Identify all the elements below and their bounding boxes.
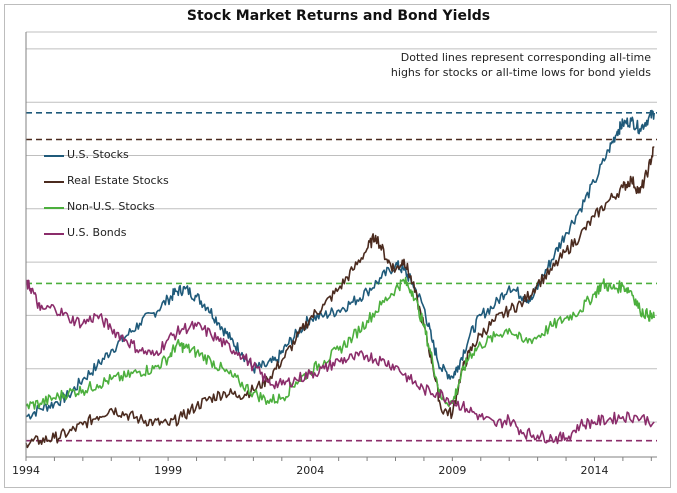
x-tick-label: 2014 <box>580 464 608 477</box>
legend-item-us-bonds: U.S. Bonds <box>44 226 169 252</box>
legend-swatch <box>44 181 64 183</box>
legend-swatch <box>44 155 64 157</box>
x-tick-label: 2004 <box>296 464 324 477</box>
x-tick-label: 2009 <box>438 464 466 477</box>
gridlines <box>26 31 657 423</box>
chart-title: Stock Market Returns and Bond Yields <box>186 8 491 24</box>
legend: U.S. Stocks Real Estate Stocks Non-U.S. … <box>44 148 169 252</box>
series-line <box>25 146 655 449</box>
legend-swatch <box>44 233 64 235</box>
x-tick-label: 1999 <box>154 464 182 477</box>
legend-label: U.S. Stocks <box>67 148 129 161</box>
x-tick-label: 1994 <box>12 464 40 477</box>
legend-swatch <box>44 207 64 209</box>
legend-label: U.S. Bonds <box>67 226 127 239</box>
annotation-line-1: Dotted lines represent corresponding all… <box>400 51 651 64</box>
series-line <box>25 276 655 410</box>
legend-item-non-us-stocks: Non-U.S. Stocks <box>44 200 169 226</box>
annotation-line-2: highs for stocks or all-time lows for bo… <box>390 66 651 79</box>
series-lines <box>25 109 655 449</box>
legend-item-us-stocks: U.S. Stocks <box>44 148 169 174</box>
series-line <box>25 109 655 420</box>
chart-annotation: Dotted lines represent corresponding all… <box>391 50 651 80</box>
series-line <box>25 279 655 445</box>
legend-label: Non-U.S. Stocks <box>67 200 155 213</box>
x-axis: 1994 1999 2004 2009 2014 <box>12 32 657 477</box>
legend-item-real-estate-stocks: Real Estate Stocks <box>44 174 169 200</box>
legend-label: Real Estate Stocks <box>67 174 169 187</box>
